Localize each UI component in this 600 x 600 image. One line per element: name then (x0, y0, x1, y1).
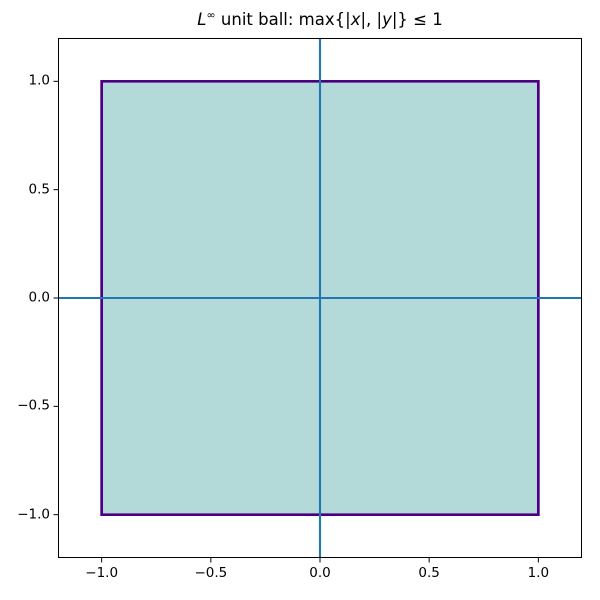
axes-spines (58, 38, 582, 558)
x-tick-label: −1.0 (85, 565, 119, 581)
chart-title: L∞ unit ball: max{|x|, |y|} ≤ 1 (58, 9, 582, 31)
title-L: L (197, 10, 207, 29)
title-y: y (382, 10, 392, 29)
x-tick-label: 1.0 (527, 565, 550, 581)
title-x: x (350, 10, 361, 29)
title-infinity-superscript: ∞ (206, 8, 216, 22)
title-text-2: |, | (360, 10, 383, 29)
title-text-1: unit ball: max{| (215, 10, 351, 29)
title-text-3: |} ≤ 1 (391, 10, 443, 29)
y-tick-label: 0.5 (28, 181, 50, 198)
x-tick-label: 0.0 (309, 565, 331, 581)
x-tick-label: 0.5 (418, 565, 440, 581)
y-tick-label: −1.0 (17, 506, 50, 523)
y-tick-label: 1.0 (28, 72, 50, 89)
x-tick-label: −0.5 (194, 565, 228, 581)
y-tick-label: 0.0 (28, 289, 50, 306)
y-tick-label: −0.5 (17, 397, 50, 414)
